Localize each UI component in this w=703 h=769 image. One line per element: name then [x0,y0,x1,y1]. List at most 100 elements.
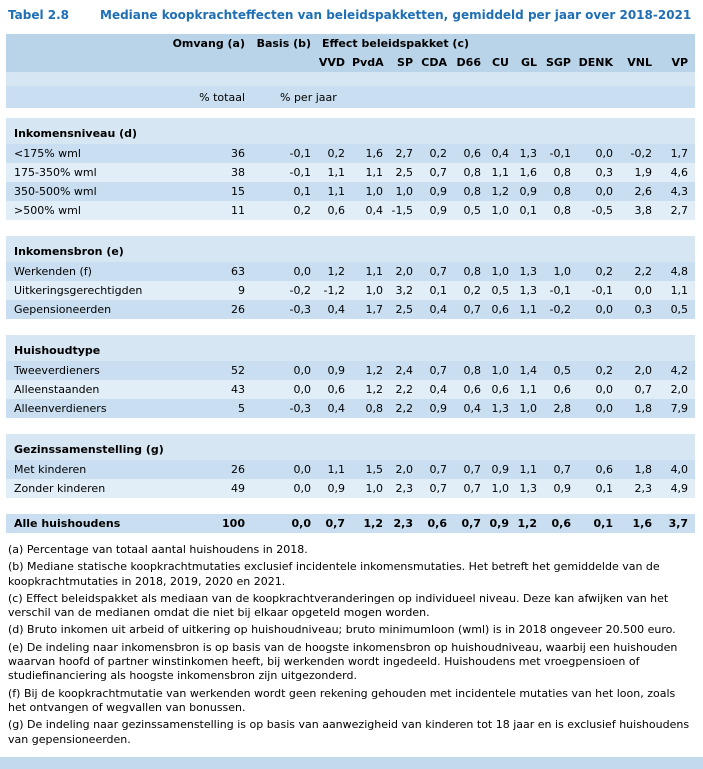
col-party-d66: D66 [454,53,488,72]
cell-sgp: 0,8 [544,201,578,220]
col-party-vp: VP [659,53,696,72]
header-empty [6,53,164,72]
row-label: Alleenstaanden [6,380,164,399]
cell-vnl: 1,8 [620,460,659,479]
row-label: Alleenverdieners [6,399,164,418]
col-party-denk: DENK [578,53,620,72]
cell-d66: 0,8 [454,262,488,281]
cell-vnl: 0,7 [620,380,659,399]
table-row: Uitkeringsgerechtigden 9 -0,2 -1,2 1,0 3,2 0,1… [6,281,696,300]
cell-vnl: 3,8 [620,201,659,220]
footnote-e: (e) De indeling naar inkomensbron is op … [8,640,678,683]
cell-denk: 0,1 [578,479,620,498]
cell-d66: 0,6 [454,380,488,399]
cell-vnl: 2,2 [620,262,659,281]
cell-omvang: 26 [164,460,252,479]
header-empty [252,53,318,72]
cell-basis: 0,0 [252,514,318,533]
cell-vnl: 0,3 [620,300,659,319]
cell-denk: 0,2 [578,262,620,281]
cell-vp: 1,7 [659,144,696,163]
cell-denk: 0,0 [578,300,620,319]
cell-sgp: 0,8 [544,163,578,182]
cell-cu: 1,0 [488,479,516,498]
cell-cda: 0,6 [420,514,454,533]
cell-sgp: 0,9 [544,479,578,498]
gap [6,220,696,236]
cell-vvd: 0,9 [318,479,352,498]
table-number: Tabel 2.8 [8,8,70,22]
cell-cda: 0,7 [420,479,454,498]
cell-sgp: 0,8 [544,182,578,201]
cell-vvd: 1,2 [318,262,352,281]
cell-omvang: 49 [164,479,252,498]
cell-basis: 0,0 [252,460,318,479]
cell-cda: 0,1 [420,281,454,300]
cell-denk: 0,0 [578,182,620,201]
row-label: Alle huishoudens [6,514,164,533]
cell-vnl: -0,2 [620,144,659,163]
cell-cu: 1,0 [488,201,516,220]
header-effect: Effect beleidspakket (c) [318,34,696,53]
col-party-cu: CU [488,53,516,72]
table-row: >500% wml 11 0,2 0,6 0,4 -1,5 0,9 0,5 1,0 0,1 0,8-… [6,201,696,220]
section-header: Huishoudtype [6,335,696,361]
header-row-groups: Omvang (a) Basis (b) Effect beleidspakke… [6,34,696,53]
footnote-c: (c) Effect beleidspakket als mediaan van… [8,591,669,620]
cell-denk: 0,0 [578,380,620,399]
cell-pvda: 1,1 [352,163,390,182]
cell-vvd: 0,9 [318,361,352,380]
row-label: Uitkeringsgerechtigden [6,281,164,300]
header-gap [6,72,696,86]
cell-vp: 4,2 [659,361,696,380]
cell-sgp: 1,0 [544,262,578,281]
row-label: 175-350% wml [6,163,164,182]
table-row: Met kinderen 26 0,0 1,1 1,5 2,0 0,7 0,7 0,9 1,1 0,… [6,460,696,479]
cell-d66: 0,7 [454,460,488,479]
cell-vnl: 1,6 [620,514,659,533]
col-party-gl: GL [516,53,544,72]
cell-omvang: 5 [164,399,252,418]
cell-gl: 1,2 [516,514,544,533]
table-row: Zonder kinderen 49 0,0 0,9 1,0 2,3 0,7 0,7 1,0 1,… [6,479,696,498]
cell-cda: 0,9 [420,182,454,201]
cell-sp: 2,0 [390,262,420,281]
spacer [6,72,696,86]
row-label: <175% wml [6,144,164,163]
cell-d66: 0,6 [454,144,488,163]
unit-omvang: % totaal [164,86,252,108]
cell-sgp: 0,6 [544,514,578,533]
table-row: Werkenden (f) 63 0,0 1,2 1,1 2,0 0,7 0,8 1,0 1,3 1… [6,262,696,281]
bottom-band [0,757,703,769]
gap [6,498,696,514]
section-title: Inkomensbron (e) [6,236,696,262]
cell-cda: 0,4 [420,300,454,319]
table-header: Omvang (a) Basis (b) Effect beleidspakke… [6,34,696,118]
cell-omvang: 15 [164,182,252,201]
cell-cu: 0,6 [488,300,516,319]
cell-pvda: 1,0 [352,479,390,498]
cell-basis: 0,0 [252,262,318,281]
cell-sp: 2,2 [390,380,420,399]
cell-d66: 0,4 [454,399,488,418]
cell-gl: 1,3 [516,281,544,300]
cell-vp: 7,9 [659,399,696,418]
cell-vnl: 1,9 [620,163,659,182]
cell-denk: 0,3 [578,163,620,182]
cell-vp: 4,6 [659,163,696,182]
cell-cu: 0,5 [488,281,516,300]
cell-vvd: 1,1 [318,182,352,201]
spacer [6,319,696,335]
header-empty [164,53,252,72]
cell-gl: 1,4 [516,361,544,380]
cell-sp: 2,7 [390,144,420,163]
cell-sgp: -0,1 [544,144,578,163]
cell-vp: 2,7 [659,201,696,220]
cell-d66: 0,7 [454,300,488,319]
cell-sp: 1,0 [390,182,420,201]
section-title: Inkomensniveau (d) [6,118,696,144]
section-header: Inkomensniveau (d) [6,118,696,144]
table-row: <175% wml 36 -0,1 0,2 1,6 2,7 0,2 0,6 0,4 1,3 -0,1… [6,144,696,163]
cell-gl: 1,1 [516,300,544,319]
cell-basis: 0,1 [252,182,318,201]
